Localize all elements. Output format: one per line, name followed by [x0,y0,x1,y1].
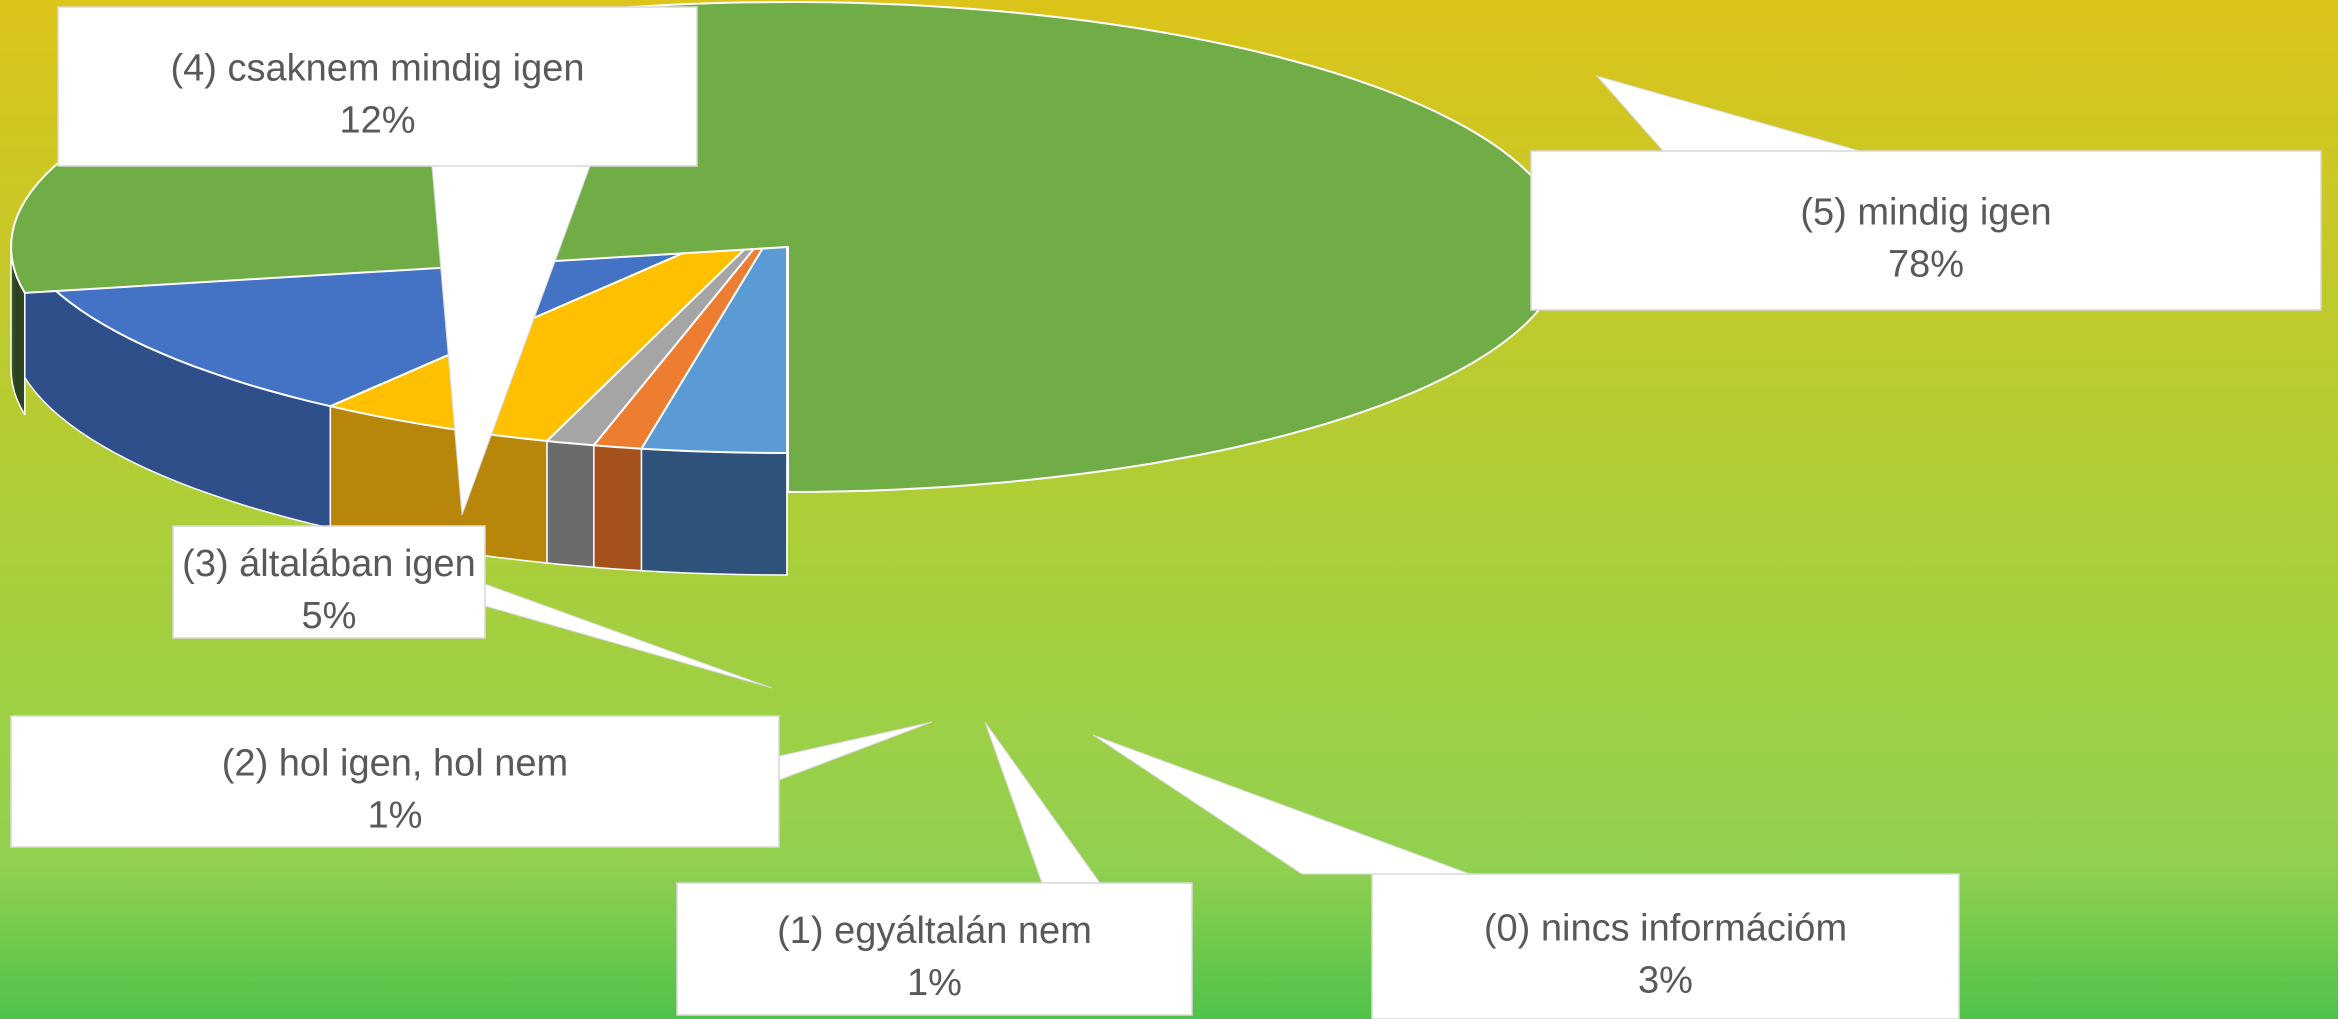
callout-box [10,715,780,848]
callout-box [1530,150,2322,311]
data-label-value: 12% [339,100,415,142]
callout-egyaltalan-nem: (1) egyáltalán nem 1% [676,721,1193,1016]
slice-side-nincs-informaciom [640,447,788,576]
data-label-value: 1% [907,962,962,1004]
data-label-value: 1% [368,795,423,837]
data-label-value: 5% [302,595,357,637]
slice-side-hol-igen-hol-nem [546,440,595,569]
data-labels: (0) nincs információm 3% (1) egyáltalán ne… [10,6,2322,1019]
data-label-category: (1) egyáltalán nem [777,910,1092,952]
callout-hol-igen-hol-nem: (2) hol igen, hol nem 1% [10,715,933,848]
data-label-value: 3% [1638,960,1693,1002]
callout-box [676,882,1193,1016]
callout-csaknem-mindig-igen: (4) csaknem mindig igen 12% [57,6,698,516]
data-label-category: (5) mindig igen [1800,192,2051,234]
data-label-value: 78% [1888,244,1964,286]
callout-nincs-informaciom: (0) nincs információm 3% [1092,734,1960,1019]
pie-sides [10,246,788,576]
callout-box [1371,873,1960,1019]
callout-mindig-igen: (5) mindig igen 78% [1530,75,2322,311]
slice-side-egyaltalan-nem [593,444,643,572]
data-label-category: (2) hol igen, hol nem [222,743,568,785]
callout-altalaban-igen: (3) általában igen 5% [172,525,773,689]
data-label-category: (4) csaknem mindig igen [171,48,585,90]
slice-altalaban-igen [329,207,788,442]
callout-box [172,525,486,639]
data-label-category: (0) nincs információm [1484,908,1847,950]
data-label-category: (3) általában igen [182,543,476,585]
callout-box [57,6,698,167]
